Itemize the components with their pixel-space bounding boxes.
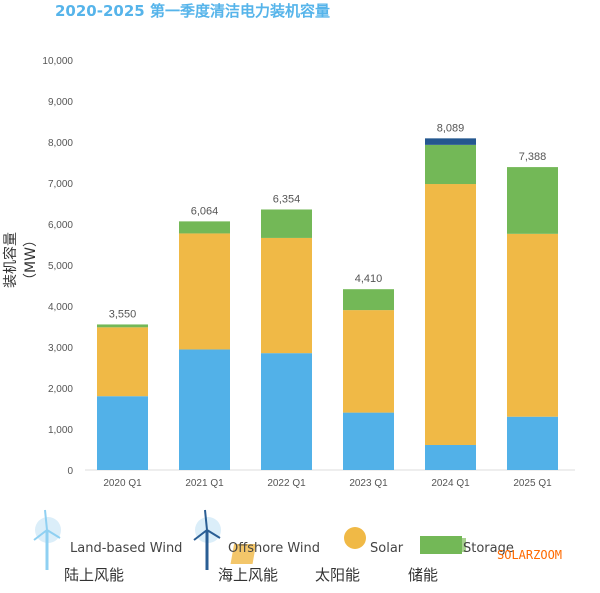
x-tick-label: 2025 Q1 [513, 478, 552, 489]
bar-segment-storage [261, 209, 312, 238]
x-tick-label: 2023 Q1 [349, 478, 388, 489]
y-tick-label: 1,000 [48, 425, 73, 436]
bar-segment-solar [343, 310, 394, 413]
y-tick-label: 4,000 [48, 302, 73, 313]
legend-solar: Solar [370, 541, 404, 556]
bar-segment-land-based-wind [97, 396, 148, 470]
y-tick-label: 5,000 [48, 261, 73, 272]
total-label: 4,410 [355, 273, 383, 285]
x-tick-label: 2020 Q1 [103, 478, 142, 489]
watermark: SOLARZOOM [497, 548, 563, 562]
bar-segment-solar [425, 184, 476, 445]
bar-segment-land-based-wind [425, 444, 476, 470]
y-tick-label: 0 [67, 466, 73, 477]
total-label: 3,550 [109, 308, 137, 320]
x-tick-label: 2022 Q1 [267, 478, 306, 489]
bar-segment-storage [179, 221, 230, 234]
bar-segment-land-based-wind [507, 416, 558, 470]
bar-segment-solar [507, 233, 558, 417]
legend-offshore-wind-cn: 海上风能 [218, 566, 279, 584]
bar-segment-storage [97, 324, 148, 328]
bar-segment-solar [97, 327, 148, 397]
bar-segment-land-based-wind [179, 349, 230, 470]
bar-segment-land-based-wind [343, 412, 394, 470]
bar-segment-offshore-wind [425, 138, 476, 145]
legend-land-wind: Land-based Wind [70, 541, 183, 556]
y-tick-label: 6,000 [48, 220, 73, 231]
bar-segment-land-based-wind [261, 353, 312, 470]
total-label: 8,089 [437, 122, 465, 134]
x-tick-label: 2024 Q1 [431, 478, 470, 489]
total-label: 6,354 [273, 193, 301, 205]
total-label: 7,388 [519, 151, 547, 163]
bar-segment-solar [261, 237, 312, 354]
bar-segment-storage [343, 289, 394, 311]
y-tick-label: 9,000 [48, 97, 73, 108]
x-tick-label: 2021 Q1 [185, 478, 224, 489]
y-tick-label: 8,000 [48, 138, 73, 149]
y-tick-label: 7,000 [48, 179, 73, 190]
bar-segment-storage [425, 144, 476, 185]
legend-solar-cn: 太阳能 [315, 566, 361, 584]
legend-land-wind-cn: 陆上风能 [64, 566, 125, 584]
total-label: 6,064 [191, 205, 219, 217]
chart-title: 2020-2025 第一季度清洁电力装机容量 [55, 2, 330, 20]
legend-offshore-wind: Offshore Wind [228, 541, 321, 556]
y-tick-label: 3,000 [48, 343, 73, 354]
bar-segment-storage [507, 167, 558, 234]
y-tick-label: 2,000 [48, 384, 73, 395]
legend-storage-cn: 储能 [408, 566, 439, 584]
legend-storage: Storage [463, 541, 514, 556]
bar-segment-solar [179, 233, 230, 350]
y-tick-label: 10,000 [42, 56, 73, 67]
